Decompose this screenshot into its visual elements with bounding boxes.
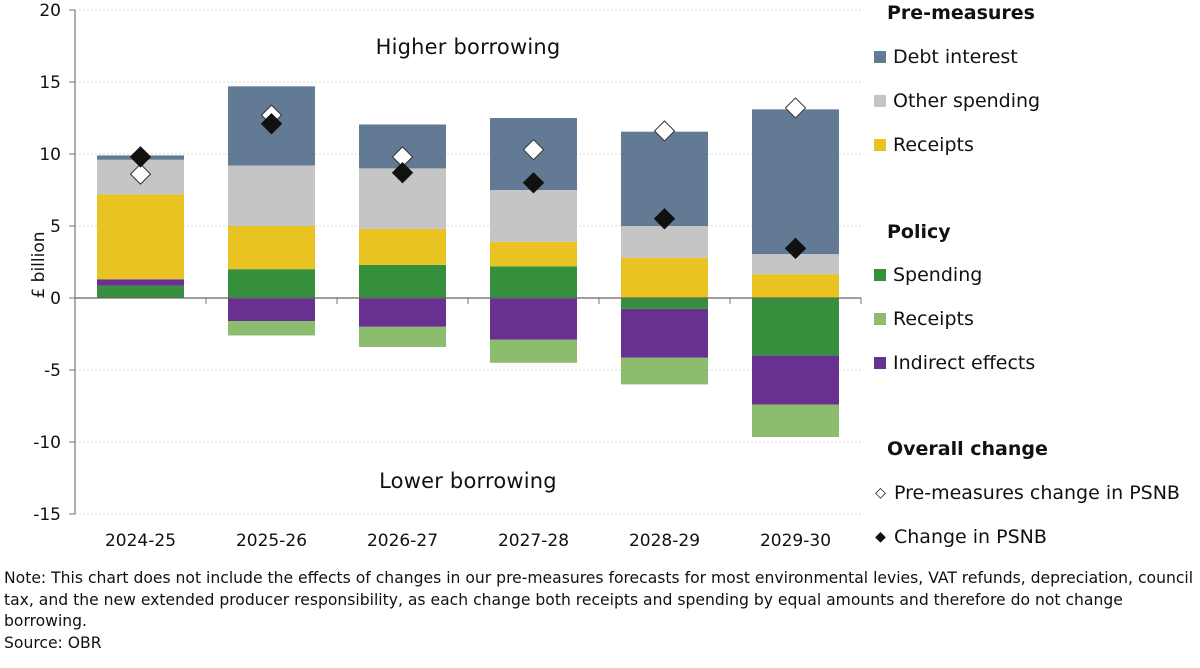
psnb-marker [391,162,414,184]
note-text: Note: This chart does not include the ef… [4,569,1194,630]
bar-segment-pre-measures-receipts [621,257,708,298]
bar-segment-pre-measures-receipts [228,226,315,270]
psnb-marker [260,113,283,135]
bar-segment-policy-spending [359,264,446,298]
bar-segment-policy-receipts [621,357,708,385]
psnb-marker [784,237,807,260]
bar-segment-policy-spending [228,269,315,298]
bar-segment-policy-indirect-effects [228,298,315,322]
filled-diamond-icon: ◆ [875,529,886,545]
legend-label: Indirect effects [893,352,1036,374]
legend-item-change-psnb: ◆ Change in PSNB [874,526,1047,548]
legend-item-other-spending: Other spending [874,90,1040,112]
pre-measures-psnb-marker [653,120,676,142]
bar-segment-policy-indirect-effects [490,298,577,340]
legend-item-policy-receipts: Receipts [874,308,974,330]
bar-segment-pre-measures-other-spending [621,226,708,258]
legend-swatch [874,51,886,63]
legend-item-pre-measures-psnb: ◇ Pre-measures change in PSNB [874,482,1180,504]
x-tick-label: 2024-25 [105,531,176,551]
pre-measures-psnb-marker [129,163,152,185]
y-tick-label: 5 [50,217,61,237]
psnb-marker [653,208,676,230]
bar-segment-policy-receipts [490,339,577,363]
x-tick-label: 2029-30 [760,531,831,551]
bar-segment-policy-spending [752,298,839,356]
markers [129,97,807,260]
bar-segment-pre-measures-other-spending [752,254,839,275]
y-tick-label: 15 [39,73,61,93]
bar-segment-policy-receipts [359,326,446,347]
y-tick-label: 20 [39,1,61,21]
legend-label: Debt interest [893,46,1018,68]
bar-segment-policy-indirect-effects [621,308,708,358]
legend-swatch [874,139,886,151]
bar-segment-policy-indirect-effects [752,355,839,405]
gridlines [75,9,861,515]
bar-segment-policy-spending [97,285,184,298]
y-tick-label: -10 [33,433,61,453]
legend-swatch [874,313,886,325]
legend-item-debt-interest: Debt interest [874,46,1018,68]
open-diamond-icon: ◇ [875,485,886,501]
legend-group-title: Policy [887,221,951,243]
bar-segment-pre-measures-other-spending [490,190,577,242]
y-tick-label: 10 [39,145,61,165]
legend-label: Pre-measures change in PSNB [894,482,1180,504]
bar-segment-policy-spending [621,298,708,309]
legend-swatch [874,269,886,281]
chart-note: Note: This chart does not include the ef… [4,568,1196,654]
legend-label: Other spending [893,90,1041,112]
pre-measures-psnb-marker [522,138,545,161]
x-tick-label: 2026-27 [367,531,438,551]
legend-item-indirect-effects: Indirect effects [874,352,1035,374]
bar-segment-policy-indirect-effects [97,279,184,286]
axes: 20 15 10 5 0 -5 -10 -15 2024-25 2025-26 2026-27 202… [33,1,862,551]
psnb-marker [129,146,152,168]
legend-label: Spending [893,264,983,286]
y-axis-label: £ billion [29,231,49,298]
bar-segment-pre-measures-receipts [97,194,184,280]
bar-segment-policy-receipts [228,321,315,336]
bar-segment-pre-measures-debt-interest [752,109,839,255]
legend-swatch [874,357,886,369]
legend-label: Change in PSNB [894,526,1047,548]
x-tick-label: 2028-29 [629,531,700,551]
annotation-lower-borrowing: Lower borrowing [379,469,557,493]
legend-item-pre-receipts: Receipts [874,134,974,156]
legend-swatch [874,95,886,107]
legend-item-policy-spending: Spending [874,264,982,286]
chart: 20 15 10 5 0 -5 -10 -15 2024-25 2025-26 2026-27 202… [29,1,862,551]
bar-segment-policy-indirect-effects [359,298,446,327]
y-tick-label: 0 [50,289,61,309]
y-tick-label: -5 [44,361,61,381]
annotation-higher-borrowing: Higher borrowing [376,35,561,59]
bar-segment-policy-receipts [752,404,839,437]
bars [97,86,839,437]
bar-segment-pre-measures-receipts [359,228,446,265]
legend-group-title: Pre-measures [887,2,1035,24]
legend-group-title: Overall change [887,438,1048,460]
bar-segment-pre-measures-receipts [490,241,577,267]
legend-label: Receipts [893,134,974,156]
x-tick-label: 2027-28 [498,531,569,551]
psnb-marker [522,172,545,194]
bar-segment-pre-measures-receipts [752,274,839,298]
legend-label: Receipts [893,308,974,330]
y-tick-label: -15 [33,505,61,525]
pre-measures-psnb-marker [784,97,807,119]
bar-segment-pre-measures-other-spending [228,165,315,226]
bar-segment-policy-spending [490,266,577,298]
x-tick-label: 2025-26 [236,531,307,551]
source-text: Source: OBR [4,633,102,652]
